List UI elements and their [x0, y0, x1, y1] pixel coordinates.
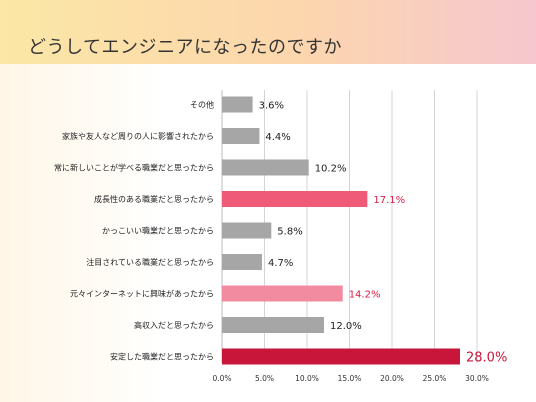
page-title: どうしてエンジニアになったのですか	[28, 37, 342, 58]
bar	[222, 285, 343, 302]
bar	[222, 191, 368, 207]
category-label: 成長性のある職業だと思ったから	[94, 194, 214, 204]
category-label: かっこいい職業だと思ったから	[102, 226, 214, 236]
category-label: 家族や友人など周りの人に影響されたから	[62, 131, 214, 141]
bar	[222, 254, 262, 270]
header-banner: どうしてエンジニアになったのですか	[0, 0, 536, 64]
x-tick-label: 30.0%	[465, 374, 489, 383]
bar	[222, 128, 260, 144]
value-label: 12.0%	[330, 321, 362, 332]
category-label: その他	[190, 100, 214, 110]
bar	[222, 159, 309, 176]
category-labels: その他家族や友人など周りの人に影響されたから常に新しいことが学べる職業だと思った…	[54, 100, 214, 362]
x-tick-labels: 0.0% 5.0% 10.0% 15.0% 20.0% 25.0% 30.0%	[212, 374, 488, 383]
value-label: 14.2%	[349, 290, 381, 301]
bars	[222, 96, 460, 365]
value-label: 28.0%	[466, 351, 507, 366]
value-label: 4.7%	[268, 258, 293, 269]
category-label: 元々インターネットに興味があったから	[70, 289, 214, 299]
category-label: 常に新しいことが学べる職業だと思ったから	[54, 163, 214, 173]
value-labels: 3.6% 4.4% 10.2% 17.1% 5.8% 4.7% 14.2% 12.0% 28.0…	[259, 101, 508, 366]
category-label: 注目されている職業だと思ったから	[86, 257, 214, 267]
x-tick-label: 0.0%	[212, 374, 231, 383]
x-tick-label: 20.0%	[380, 374, 404, 383]
bar	[222, 348, 460, 365]
value-label: 17.1%	[373, 195, 405, 206]
value-label: 10.2%	[315, 164, 347, 175]
category-label: 安定した職業だと思ったから	[110, 352, 214, 362]
value-label: 5.8%	[277, 227, 302, 238]
bar	[222, 317, 324, 333]
x-tick-label: 5.0%	[255, 374, 274, 383]
x-tick-label: 10.0%	[295, 374, 319, 383]
x-tick-label: 25.0%	[423, 374, 447, 383]
value-label: 4.4%	[265, 132, 290, 143]
category-label: 高収入だと思ったから	[134, 320, 214, 330]
x-tick-label: 15.0%	[338, 374, 362, 383]
bar	[222, 96, 253, 113]
value-label: 3.6%	[259, 101, 284, 112]
bar	[222, 222, 272, 239]
